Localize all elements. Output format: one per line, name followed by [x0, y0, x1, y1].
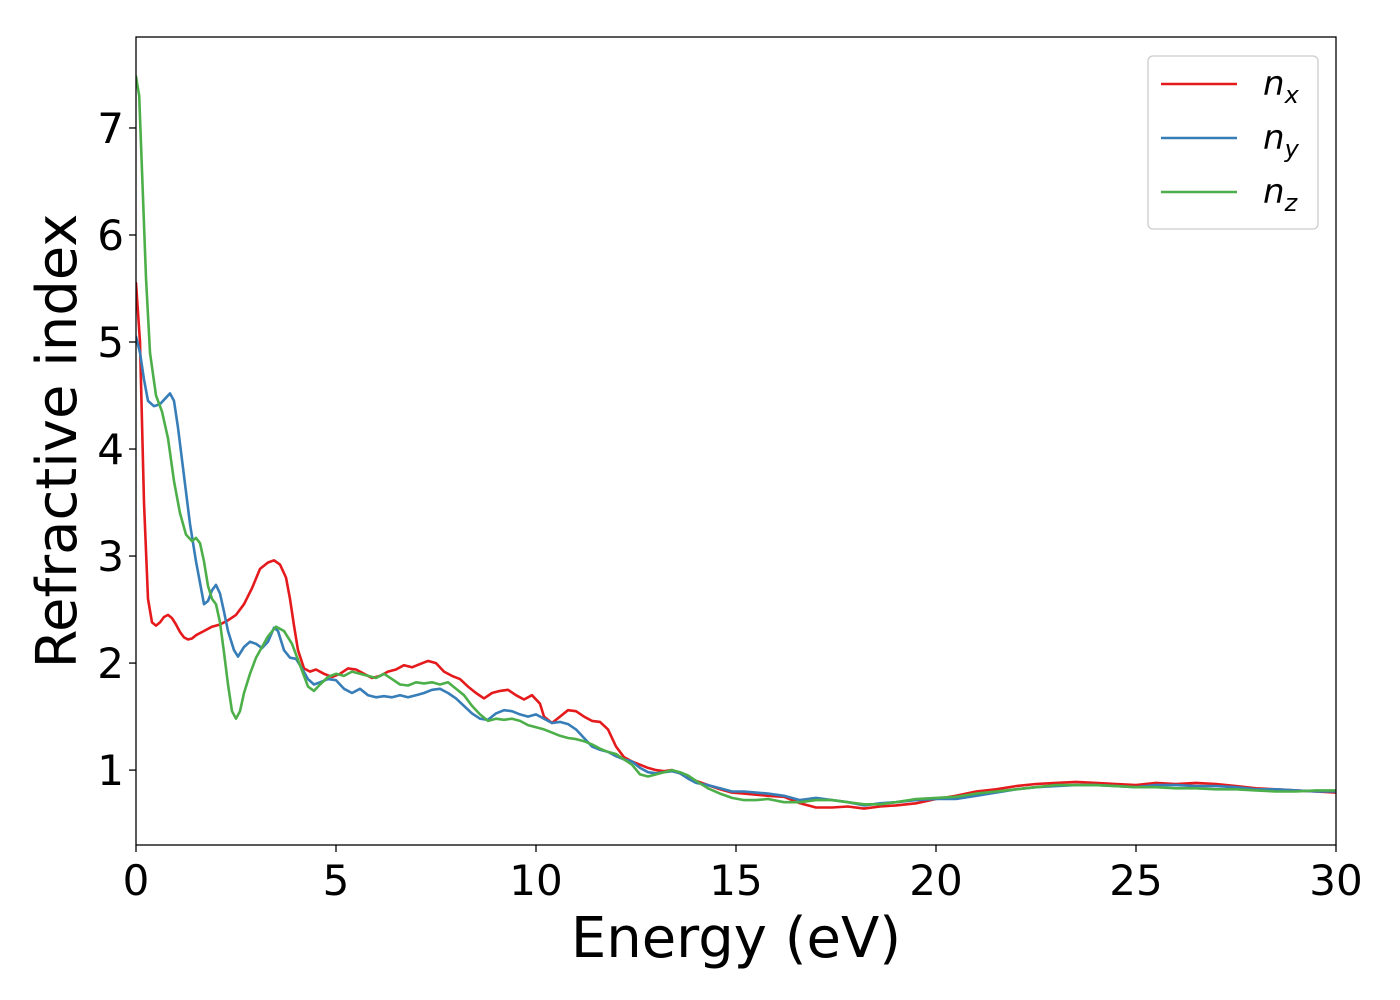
x-axis: 0 5 10 15 20 25 30	[123, 845, 1363, 905]
series-line-nz	[136, 75, 1336, 806]
x-tick-label: 30	[1309, 856, 1362, 905]
x-tick-label: 0	[123, 856, 150, 905]
plot-lines	[136, 75, 1336, 810]
y-axis-title: Refractive index	[25, 214, 90, 669]
x-tick-label: 5	[323, 856, 350, 905]
y-tick-label: 2	[97, 639, 124, 688]
y-axis: 1 2 3 4 5 6 7	[97, 104, 136, 795]
y-tick-label: 6	[97, 211, 124, 260]
legend-label-nz: nz	[1263, 172, 1299, 217]
legend: nx ny nz	[1147, 55, 1319, 230]
x-axis-title: Energy (eV)	[571, 906, 901, 971]
x-tick-label: 15	[709, 856, 762, 905]
y-tick-label: 7	[97, 104, 124, 153]
x-tick-label: 10	[509, 856, 562, 905]
x-tick-label: 25	[1109, 856, 1162, 905]
y-tick-label: 5	[97, 318, 124, 367]
y-tick-label: 1	[97, 746, 124, 795]
y-tick-label: 3	[97, 532, 124, 581]
x-tick-label: 20	[909, 856, 962, 905]
legend-label-ny: ny	[1263, 118, 1300, 163]
y-tick-label: 4	[97, 425, 124, 474]
legend-label-nx: nx	[1263, 64, 1300, 109]
legend-box	[1147, 55, 1319, 230]
